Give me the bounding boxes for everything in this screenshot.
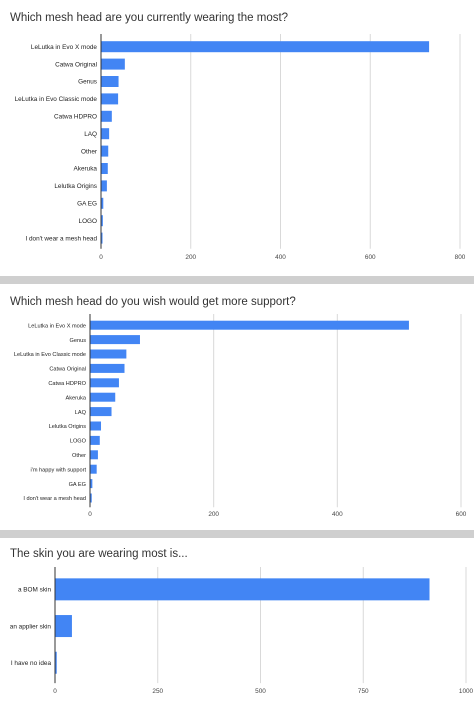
x-tick-label: 500: [255, 688, 266, 695]
category-label: LeLutka in Evo X mode: [31, 44, 98, 51]
category-label: Genus: [78, 79, 97, 86]
bar: [101, 180, 107, 192]
chart-panel-2: Which mesh head do you wish would get mo…: [0, 284, 474, 530]
x-tick-label: 400: [332, 511, 343, 518]
category-label: Other: [72, 453, 86, 459]
bar: [90, 464, 97, 474]
bar: [90, 479, 93, 489]
category-label: Catwa HDPRO: [48, 381, 86, 387]
bar: [90, 435, 100, 445]
bar: [90, 392, 116, 402]
category-label: Akeruka: [74, 166, 98, 173]
category-label: LeLutka in Evo X mode: [28, 323, 86, 329]
category-label: I don't wear a mesh head: [23, 496, 86, 502]
category-label: I don't wear a mesh head: [25, 235, 97, 242]
category-label: Lelutka Origins: [49, 424, 87, 430]
category-label: LAQ: [75, 410, 87, 416]
bar: [101, 128, 110, 140]
bar: [101, 58, 125, 70]
category-label: GA EG: [69, 482, 86, 488]
category-label: i'm happy with support: [31, 467, 87, 473]
bar: [55, 578, 430, 601]
bar: [90, 407, 112, 417]
bar: [90, 335, 140, 345]
chart-panel-3: The skin you are wearing most is... 0 250…: [0, 538, 474, 705]
x-tick-label: 200: [208, 511, 219, 518]
category-label: an applier skin: [10, 623, 52, 630]
bar: [101, 197, 104, 209]
x-tick-label: 200: [185, 254, 196, 261]
category-label: LeLutka in Evo Classic mode: [14, 352, 86, 358]
category-label: LeLutka in Evo Classic mode: [15, 96, 98, 103]
category-label: I have no idea: [11, 660, 52, 667]
bar: [101, 163, 108, 174]
category-label: LOGO: [70, 439, 87, 445]
x-tick-label: 600: [365, 254, 376, 261]
chart-panel-1: Which mesh head are you currently wearin…: [0, 0, 474, 276]
bar-chart-current-head: 0 200 400 600 800 LeLutka in Evo X mode Catwa …: [15, 34, 466, 261]
category-label: LAQ: [84, 131, 97, 138]
bar: [101, 76, 119, 87]
bar: [101, 110, 112, 122]
bar: [90, 320, 409, 330]
bar-chart-wished-support: 0 200 400 600 LeLutka in Evo X mode Genus LeLu…: [14, 314, 467, 518]
category-label: GA EG: [77, 201, 97, 208]
chart-title: The skin you are wearing most is...: [10, 548, 188, 560]
bar: [90, 378, 119, 388]
bar: [55, 615, 72, 638]
bar: [90, 421, 102, 431]
category-label: Lelutka Origins: [54, 183, 97, 190]
chart-title: Which mesh head are you currently wearin…: [10, 12, 289, 24]
chart-title: Which mesh head do you wish would get mo…: [10, 296, 296, 308]
category-label: LOGO: [79, 218, 97, 225]
bar: [90, 349, 127, 359]
category-label: Catwa Original: [49, 367, 86, 373]
bar: [101, 145, 109, 157]
category-label: Other: [81, 148, 98, 155]
x-tick-label: 750: [358, 688, 369, 695]
x-tick-label: 1000: [459, 688, 474, 695]
category-label: Catwa Original: [55, 61, 97, 68]
category-label: Genus: [70, 338, 87, 344]
section-divider: [0, 276, 474, 284]
x-tick-label: 800: [455, 254, 466, 261]
bar: [90, 363, 125, 373]
category-label: Akeruka: [65, 395, 86, 401]
bar: [101, 215, 103, 227]
category-label: Catwa HDPRO: [54, 114, 97, 121]
bar: [90, 450, 98, 460]
bar: [55, 651, 57, 674]
bar: [101, 232, 103, 244]
x-tick-label: 0: [88, 511, 92, 518]
bar: [101, 41, 430, 53]
bar-chart-skin-type: 0 250 500 750 1000 a BOM skin an applier skin I…: [10, 567, 474, 695]
bar: [101, 93, 119, 105]
category-label: a BOM skin: [18, 587, 51, 594]
x-tick-label: 400: [275, 254, 286, 261]
bar: [90, 493, 92, 503]
x-tick-label: 250: [152, 688, 163, 695]
x-tick-label: 0: [99, 254, 103, 261]
x-tick-label: 600: [456, 511, 467, 518]
section-divider: [0, 530, 474, 538]
x-tick-label: 0: [53, 688, 57, 695]
